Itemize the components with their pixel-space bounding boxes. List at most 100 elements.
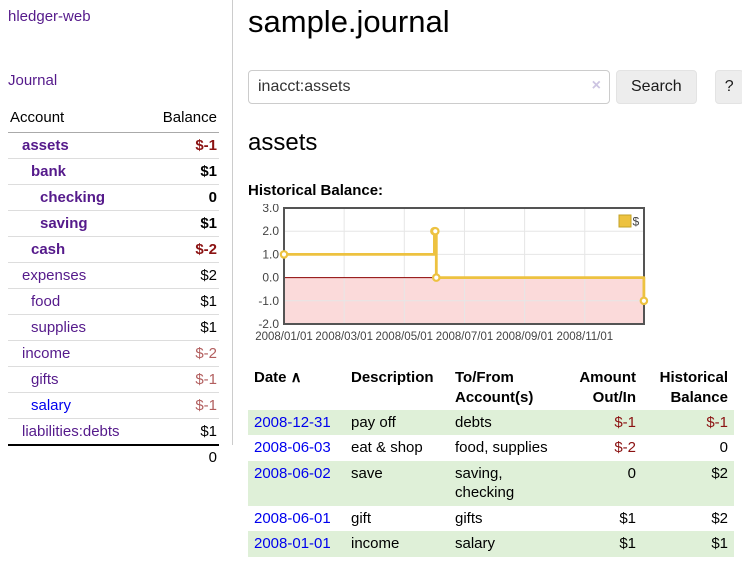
x-axis-tick-label: 2008/03/01 <box>315 331 373 343</box>
register-header-description: Description <box>351 369 434 386</box>
sort-ascending-icon: ∧ <box>286 369 302 386</box>
sidebar-account-link-supplies[interactable]: supplies <box>31 319 87 336</box>
transaction-accounts: food, supplies <box>455 439 548 457</box>
register-row: 2008-12-31 pay off debts $-1 $-1 <box>248 409 734 436</box>
search-form: × Search ? <box>248 70 742 104</box>
account-balance: $-1 <box>195 137 217 154</box>
transaction-date-link[interactable]: 2008-06-02 <box>254 464 331 482</box>
accounts-table: Account Balance assets $-1 bank $1 checking 0… <box>8 105 219 469</box>
sidebar-account-link-bank[interactable]: bank <box>31 163 67 180</box>
account-balance: $2 <box>147 262 219 289</box>
account-balance: $1 <box>147 158 219 185</box>
sidebar-account-link-checking[interactable]: checking <box>40 189 106 206</box>
sidebar-account-link-saving[interactable]: saving <box>40 215 88 232</box>
y-axis-tick-label: -2.0 <box>258 317 279 331</box>
register-row: 2008-06-01 gift gifts $1 $2 <box>248 506 734 532</box>
transaction-accounts: saving, checking <box>455 464 515 502</box>
account-row: gifts $-1 <box>8 366 219 393</box>
accounts-table-body: assets $-1 bank $1 checking 0 saving $1 cash $-2 e… <box>8 133 219 445</box>
accounts-header-account: Account <box>8 105 148 133</box>
account-balance: $1 <box>147 314 219 341</box>
x-axis-tick-label: 2008/01/01 <box>255 331 313 343</box>
x-axis-tick-label: 2008/09/01 <box>496 331 554 343</box>
search-input[interactable] <box>248 70 610 104</box>
transaction-amount: $1 <box>619 509 636 527</box>
register-header-historical-balance: Historical Balance <box>659 369 728 406</box>
app-brand-link[interactable]: hledger-web <box>8 8 91 25</box>
account-balance: $-2 <box>147 236 219 263</box>
account-row: supplies $1 <box>8 314 219 341</box>
account-row: salary $-1 <box>8 392 219 419</box>
transaction-description: gift <box>351 509 372 527</box>
register-header-date[interactable]: Date ∧ <box>254 369 302 386</box>
transaction-date-link[interactable]: 2008-12-31 <box>254 413 331 431</box>
sidebar-account-link-gifts[interactable]: gifts <box>31 371 59 388</box>
transaction-description: income <box>351 535 400 553</box>
transaction-amount: $1 <box>619 535 636 553</box>
account-row: expenses $2 <box>8 262 219 289</box>
transaction-balance: $1 <box>711 535 728 553</box>
transaction-balance: $-1 <box>706 413 728 431</box>
transaction-date-link[interactable]: 2008-06-01 <box>254 509 331 527</box>
sidebar-account-link-income[interactable]: income <box>22 345 71 362</box>
account-row: bank $1 <box>8 158 219 185</box>
sidebar-account-link-liabilitiesdebts[interactable]: liabilities:debts <box>22 423 120 440</box>
accounts-total-value: 0 <box>147 444 219 469</box>
accounts-total-spacer <box>8 444 148 469</box>
account-row: cash $-2 <box>8 236 219 263</box>
legend-label: $ <box>633 215 640 229</box>
transaction-date-link[interactable]: 2008-01-01 <box>254 535 331 553</box>
transaction-date-link[interactable]: 2008-06-03 <box>254 439 331 457</box>
register-row: 2008-01-01 income salary $1 $1 <box>248 531 734 557</box>
help-button[interactable]: ? <box>714 70 742 104</box>
sidebar-account-link-cash[interactable]: cash <box>31 241 66 258</box>
sidebar-account-link-food[interactable]: food <box>31 293 61 310</box>
transaction-accounts: gifts <box>455 509 483 527</box>
account-balance: $-1 <box>147 392 219 419</box>
accounts-table-header-row: Account Balance <box>8 105 219 133</box>
register-table: Date ∧ Description To/From Account(s) Amoun… <box>248 366 734 557</box>
clear-search-icon[interactable]: × <box>591 77 601 94</box>
chart-data-point <box>431 226 440 236</box>
transaction-accounts: salary <box>455 535 496 553</box>
transaction-balance: 0 <box>719 439 728 457</box>
transaction-description: eat & shop <box>351 439 423 457</box>
search-button[interactable]: Search <box>616 70 697 104</box>
sidebar-account-link-assets[interactable]: assets <box>22 137 69 154</box>
account-balance: $1 <box>147 210 219 237</box>
transaction-amount: $-1 <box>614 413 636 431</box>
transaction-accounts: debts <box>455 413 492 431</box>
register-header-amount-out-in: Amount Out/In <box>579 369 636 406</box>
chart-data-point <box>432 273 441 282</box>
account-row: assets $-1 <box>8 133 219 159</box>
y-axis-tick-label: 2.0 <box>262 224 279 238</box>
accounts-header-balance: Balance <box>147 105 219 133</box>
search-box: × <box>248 70 610 104</box>
transaction-description: pay off <box>351 413 396 431</box>
x-axis-tick-label: 2008/11/01 <box>556 331 613 343</box>
transaction-balance: $2 <box>711 509 728 527</box>
main-content: sample.journal × Search ? assets Histori… <box>233 0 742 557</box>
sidebar-item-journal[interactable]: Journal <box>8 72 58 89</box>
transaction-balance: $2 <box>711 464 728 482</box>
app-layout: hledger-web Journal Account Balance asse… <box>0 0 742 557</box>
account-row: income $-2 <box>8 340 219 367</box>
y-axis-tick-label: 3.0 <box>262 204 279 215</box>
page-title: sample.journal <box>248 4 450 39</box>
transaction-description: save <box>351 464 383 482</box>
y-axis-tick-label: -1.0 <box>258 294 279 308</box>
register-header-row: Date ∧ Description To/From Account(s) Amoun… <box>248 366 734 410</box>
sidebar-account-link-expenses[interactable]: expenses <box>22 267 87 284</box>
accounts-total-row: 0 <box>8 444 219 469</box>
account-row: liabilities:debts $1 <box>8 418 219 445</box>
x-axis-tick-label: 2008/07/01 <box>436 331 494 343</box>
account-balance: $-2 <box>147 340 219 367</box>
sidebar-account-link-salary[interactable]: salary <box>31 397 72 414</box>
chart-data-point <box>279 250 289 259</box>
y-axis-tick-label: 1.0 <box>262 247 279 261</box>
chart-data-point <box>639 296 649 306</box>
account-balance: $-1 <box>147 366 219 393</box>
sidebar: hledger-web Journal Account Balance asse… <box>0 0 233 469</box>
account-balance: 0 <box>147 184 219 211</box>
